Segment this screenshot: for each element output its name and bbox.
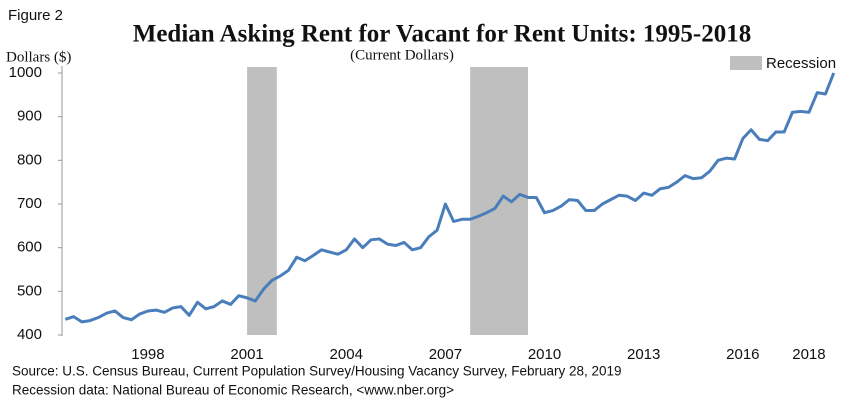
legend-label: Recession: [766, 55, 836, 72]
y-tick-label: 1000: [9, 64, 42, 81]
data-line: [64, 72, 836, 324]
x-tick-label: 2001: [230, 346, 263, 363]
x-tick-label: 1998: [131, 346, 164, 363]
figure-label: Figure 2: [8, 7, 63, 24]
y-tick-label: 600: [17, 239, 42, 256]
legend-swatch: [730, 56, 762, 70]
source: Source: U.S. Census Bureau, Current Popu…: [12, 364, 622, 379]
x-tick-label: 2018: [792, 346, 825, 363]
source-note: Recession data: National Bureau of Econo…: [12, 383, 454, 398]
y-tick-label: 700: [17, 195, 42, 212]
recession-band: [247, 67, 277, 335]
x-tick-label: 2016: [726, 346, 759, 363]
y-tick-label: 500: [17, 282, 42, 299]
x-tick-label: 2010: [528, 346, 561, 363]
chart-subtitle: (Current Dollars): [350, 47, 454, 63]
x-tick-label: 2004: [330, 346, 363, 363]
x-tick-label: 2007: [429, 346, 462, 363]
chart-title: Median Asking Rent for Vacant for Rent U…: [133, 21, 752, 48]
y-tick-label: 800: [17, 151, 42, 168]
y-tick-label: 900: [17, 108, 42, 125]
x-tick-label: 2013: [627, 346, 660, 363]
y-tick-label: 400: [17, 326, 42, 343]
y-axis-label: Dollars ($): [6, 49, 71, 65]
